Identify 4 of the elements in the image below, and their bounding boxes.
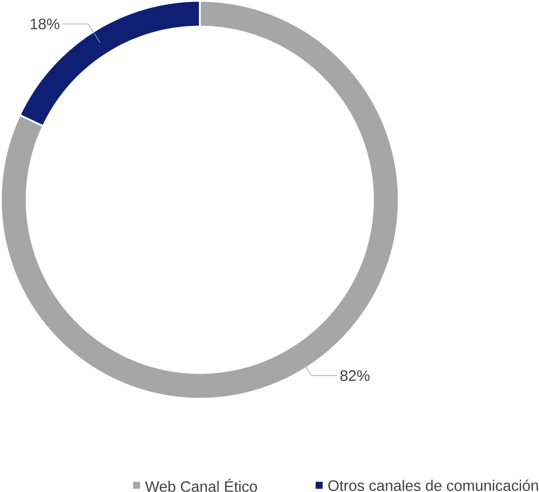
legend-label: Otros canales de comunicación <box>328 480 538 491</box>
data-label: 18% <box>30 18 60 30</box>
data-label: 82% <box>340 370 370 382</box>
legend-label: Web Canal Ético <box>145 478 257 492</box>
